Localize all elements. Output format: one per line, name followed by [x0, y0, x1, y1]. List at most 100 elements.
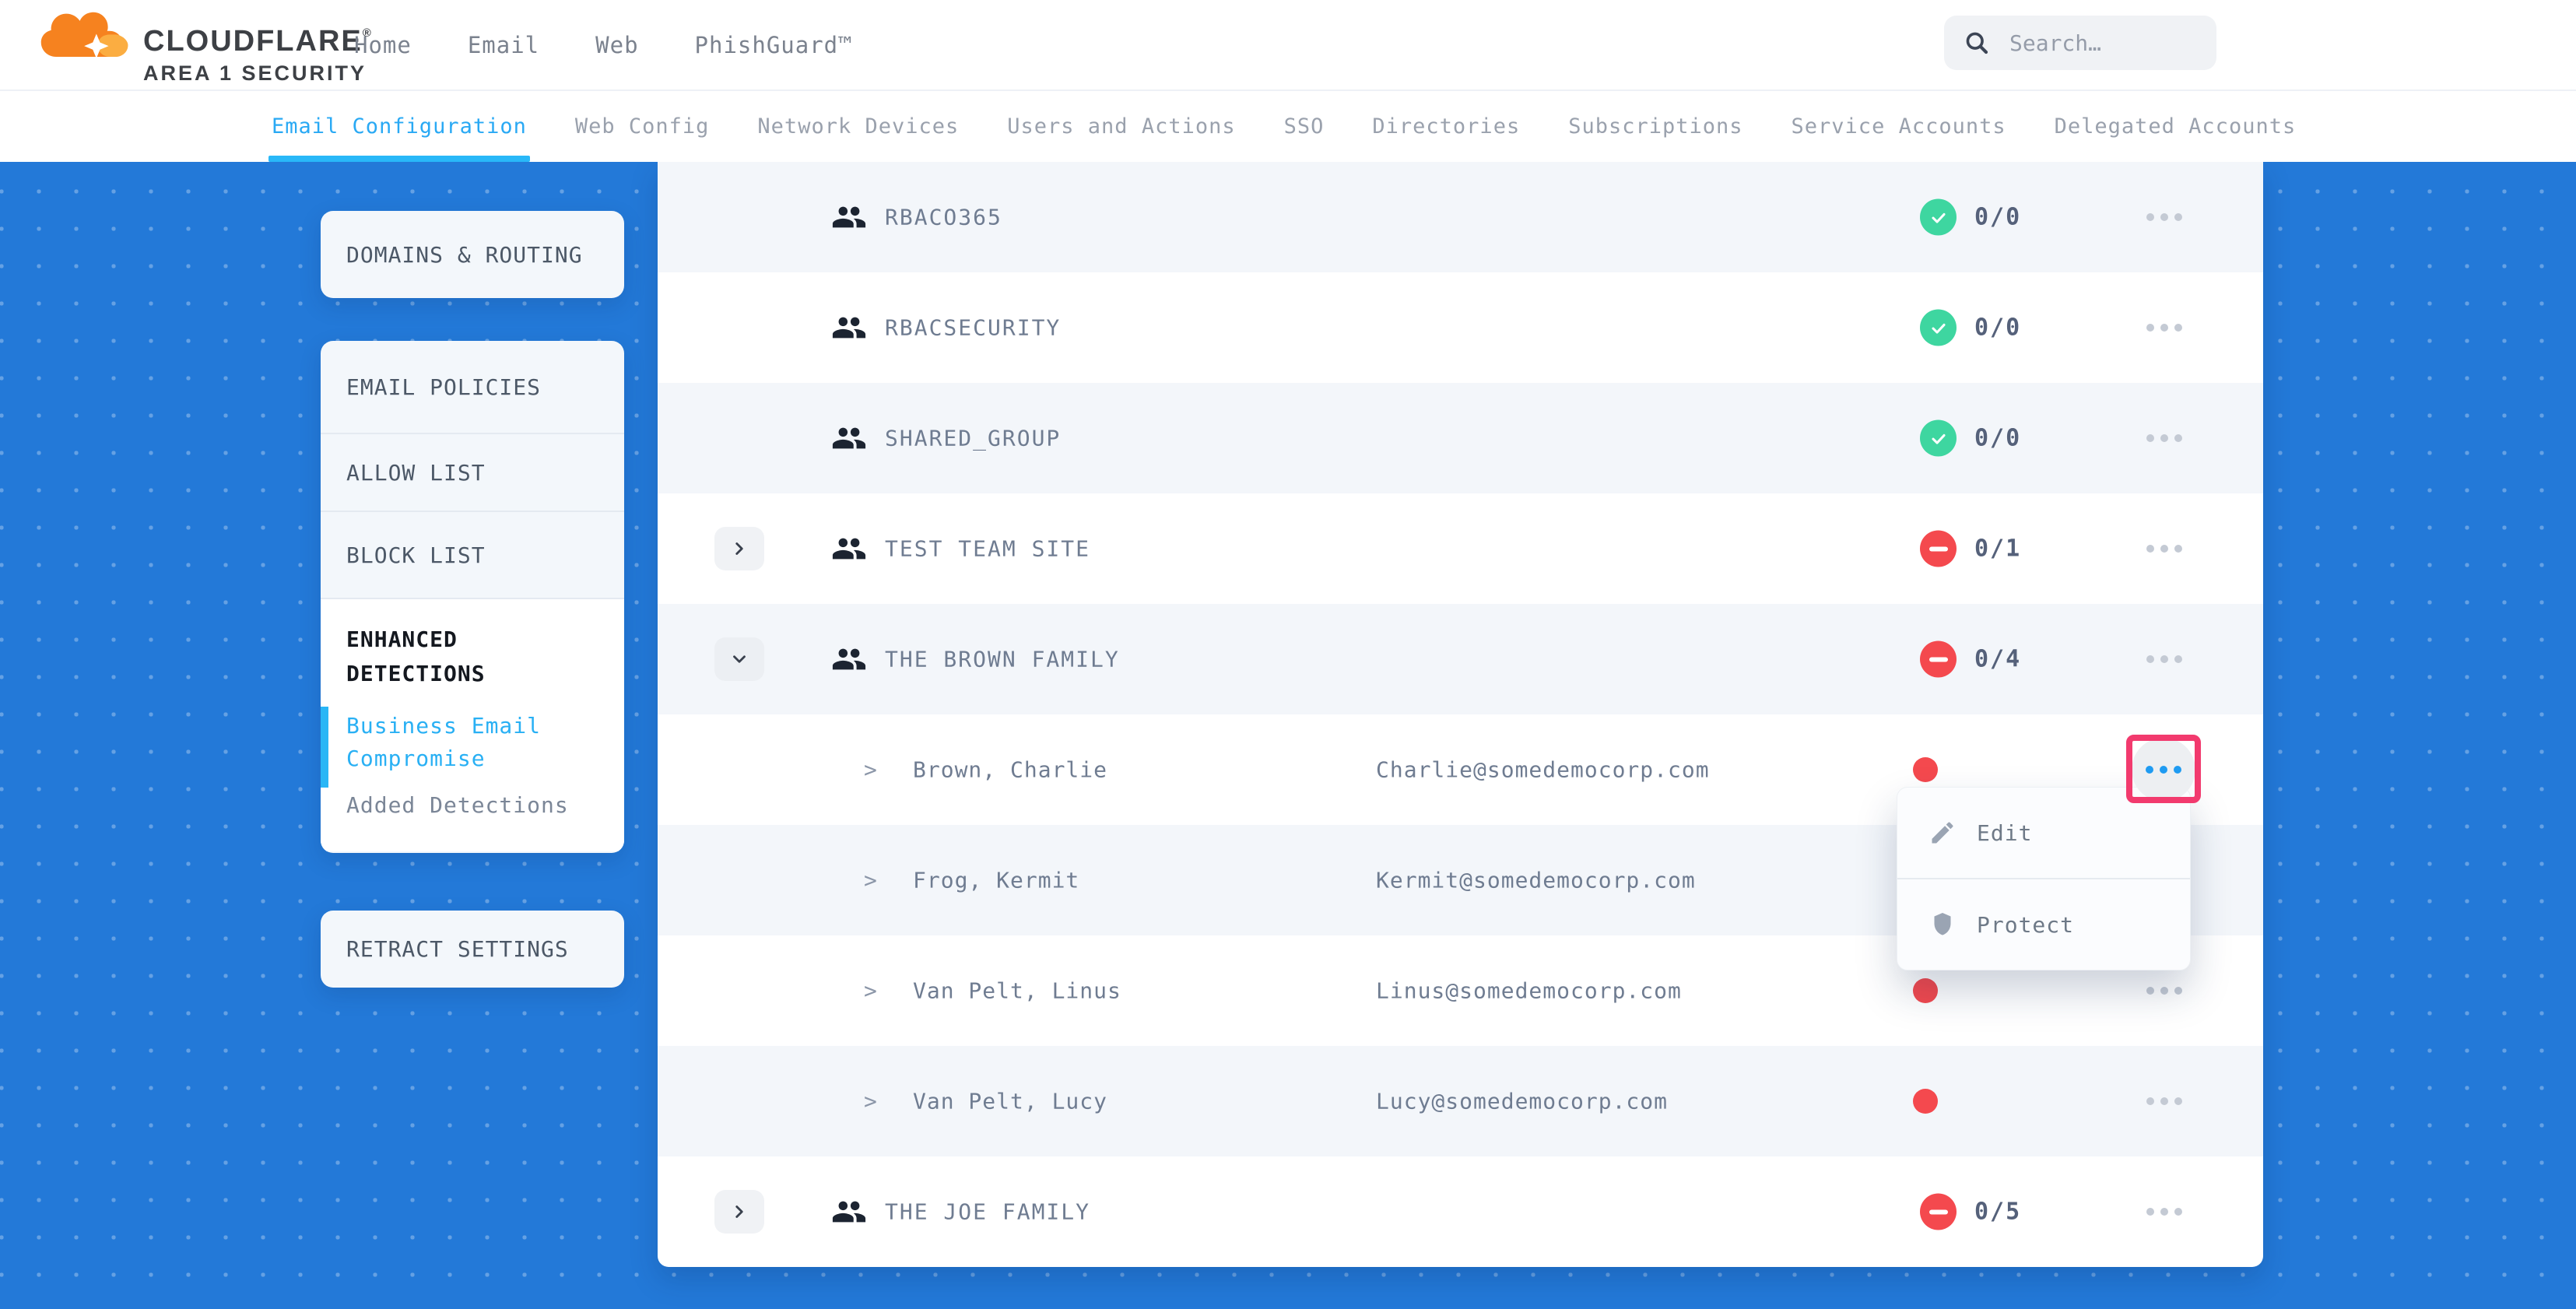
member-name: Frog, Kermit	[913, 867, 1080, 893]
member-name: Van Pelt, Linus	[913, 977, 1121, 1004]
member-email: Kermit@somedemocorp.com	[1376, 867, 1696, 893]
menu-item-edit[interactable]: Edit	[1897, 788, 2190, 878]
click-highlight-annotation	[2126, 735, 2201, 803]
status-ok-icon	[1920, 309, 1957, 346]
member-name: Brown, Charlie	[913, 756, 1108, 783]
more-actions-button[interactable]	[2146, 1208, 2182, 1216]
more-actions-button[interactable]	[2146, 1097, 2182, 1105]
member-name: Van Pelt, Lucy	[913, 1088, 1108, 1114]
child-marker: >	[864, 1088, 877, 1114]
tab-directories[interactable]: Directories	[1372, 114, 1521, 139]
sidebar-item-retract-settings[interactable]: RETRACT SETTINGS	[321, 911, 624, 988]
chevron-right-icon	[735, 542, 743, 555]
group-row: TEST TEAM SITE 0/1	[658, 493, 2263, 604]
child-marker: >	[864, 867, 877, 893]
member-email: Linus@somedemocorp.com	[1376, 977, 1682, 1004]
expand-button[interactable]	[714, 527, 764, 570]
status-blocked-icon	[1920, 640, 1957, 678]
more-actions-button[interactable]	[2146, 545, 2182, 553]
brand-name: CLOUDFLARE®	[143, 25, 373, 58]
alert-dot	[1913, 757, 1938, 782]
nav-email[interactable]: Email	[467, 31, 540, 58]
more-actions-button[interactable]	[2146, 987, 2182, 995]
protected-count: 0/5	[1974, 1198, 2022, 1226]
nav-web[interactable]: Web	[595, 31, 639, 58]
group-row: THE JOE FAMILY 0/5	[658, 1156, 2263, 1267]
tab-email-configuration[interactable]: Email Configuration	[268, 91, 530, 162]
sidebar-item-domains-routing[interactable]: DOMAINS & ROUTING	[321, 211, 624, 298]
search-icon	[1966, 32, 1988, 54]
sidebar-item-business-email-compromise[interactable]: Business Email Compromise	[321, 707, 580, 788]
tab-sso[interactable]: SSO	[1283, 114, 1325, 139]
member-row: > Van Pelt, Lucy Lucy@somedemocorp.com	[658, 1046, 2263, 1156]
group-icon	[832, 648, 866, 670]
sidebar-item-added-detections[interactable]: Added Detections	[346, 792, 569, 818]
protected-count: 0/0	[1974, 203, 2022, 231]
search-input[interactable]	[2008, 29, 2182, 57]
group-name: RBACO365	[885, 204, 1002, 230]
member-email: Lucy@somedemocorp.com	[1376, 1088, 1669, 1114]
more-actions-button-active[interactable]	[2146, 766, 2181, 774]
tab-delegated-accounts[interactable]: Delegated Accounts	[2054, 114, 2297, 139]
group-name: SHARED_GROUP	[885, 425, 1062, 451]
nav-home[interactable]: Home	[354, 31, 412, 58]
nav-phishguard[interactable]: PhishGuard™	[694, 31, 853, 58]
group-name: TEST TEAM SITE	[885, 535, 1091, 562]
child-marker: >	[864, 977, 877, 1004]
tab-users-and-actions[interactable]: Users and Actions	[1007, 114, 1236, 139]
member-row: > Van Pelt, Linus Linus@somedemocorp.com	[658, 935, 2263, 1046]
expand-button[interactable]	[714, 1190, 764, 1234]
group-row: THE BROWN FAMILY 0/4	[658, 604, 2263, 714]
more-actions-button[interactable]	[2146, 213, 2182, 221]
protected-count: 0/1	[1974, 535, 2022, 563]
status-ok-icon	[1920, 419, 1957, 457]
group-icon	[832, 427, 866, 449]
status-blocked-icon	[1920, 530, 1957, 567]
tab-web-config[interactable]: Web Config	[574, 114, 710, 139]
protected-count: 0/0	[1974, 424, 2022, 452]
sidebar-item-email-policies[interactable]: EMAIL POLICIES	[321, 341, 624, 434]
primary-nav: Home Email Web PhishGuard™	[354, 0, 853, 89]
context-menu: Edit Protect	[1897, 787, 2191, 970]
group-icon	[832, 206, 866, 228]
member-email: Charlie@somedemocorp.com	[1376, 756, 1710, 783]
tab-subscriptions[interactable]: Subscriptions	[1568, 114, 1743, 139]
status-blocked-icon	[1920, 1193, 1957, 1230]
chevron-down-icon	[733, 655, 746, 663]
sidebar-item-enhanced-detections[interactable]: ENHANCED DETECTIONS	[346, 626, 486, 686]
chevron-right-icon	[735, 1205, 743, 1218]
status-ok-icon	[1920, 198, 1957, 236]
member-row: > Brown, Charlie Charlie@somedemocorp.co…	[658, 714, 2263, 825]
tab-service-accounts[interactable]: Service Accounts	[1791, 114, 2006, 139]
more-actions-button[interactable]	[2146, 655, 2182, 663]
product-name: AREA 1 SECURITY	[143, 61, 367, 85]
cloudflare-cloud-icon	[40, 12, 128, 58]
sidebar-item-block-list[interactable]: BLOCK LIST	[321, 512, 624, 599]
group-name: THE BROWN FAMILY	[885, 646, 1120, 672]
more-actions-button[interactable]	[2146, 434, 2182, 442]
collapse-button[interactable]	[714, 637, 764, 681]
group-icon	[832, 317, 866, 339]
search-box[interactable]	[1944, 16, 2216, 70]
more-actions-button[interactable]	[2146, 324, 2182, 332]
cloudflare-logo: CLOUDFLARE® AREA 1 SECURITY	[39, 5, 373, 86]
tab-network-devices[interactable]: Network Devices	[757, 114, 960, 139]
alert-dot	[1913, 978, 1938, 1003]
group-row: RBACO365 0/0	[658, 162, 2263, 272]
registered-mark: ®	[362, 26, 373, 40]
protected-count: 0/0	[1974, 314, 2022, 342]
group-row: RBACSECURITY 0/0	[658, 272, 2263, 383]
sidebar-item-allow-list[interactable]: ALLOW LIST	[321, 434, 624, 512]
group-icon	[832, 1201, 866, 1223]
alert-dot	[1913, 1089, 1938, 1114]
config-tabs: Email Configuration Web Config Network D…	[0, 89, 2576, 162]
sidebar-section-enhanced-detections: ENHANCED DETECTIONS Business Email Compr…	[321, 599, 624, 851]
shield-icon	[1934, 913, 1951, 935]
group-row: SHARED_GROUP 0/0	[658, 383, 2263, 493]
directory-table: RBACO365 0/0 RBACSECURITY 0/0 SHARED_GRO…	[658, 162, 2263, 1267]
menu-item-protect[interactable]: Protect	[1897, 878, 2190, 970]
group-name: RBACSECURITY	[885, 314, 1062, 341]
group-icon	[832, 538, 866, 560]
child-marker: >	[864, 756, 877, 783]
